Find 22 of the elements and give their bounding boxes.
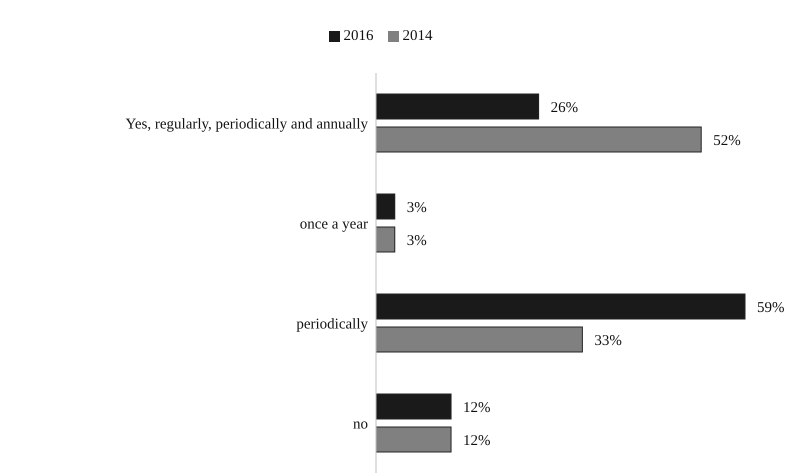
bar bbox=[376, 94, 540, 120]
legend-label: 2014 bbox=[402, 28, 432, 45]
data-label: 26% bbox=[550, 100, 578, 116]
data-label: 59% bbox=[757, 300, 784, 316]
bar bbox=[376, 226, 396, 252]
bar bbox=[376, 126, 702, 152]
data-label: 52% bbox=[713, 132, 741, 149]
bar bbox=[376, 394, 452, 420]
y-tick-label: once a year bbox=[300, 216, 368, 232]
data-label: 12% bbox=[463, 400, 491, 416]
bar bbox=[376, 294, 746, 320]
y-tick-label: periodically bbox=[296, 316, 368, 332]
legend-label: 2016 bbox=[344, 28, 374, 45]
bar bbox=[376, 326, 583, 352]
bar bbox=[376, 194, 396, 220]
data-label: 12% bbox=[463, 432, 491, 449]
y-tick-label: no bbox=[353, 416, 368, 432]
y-tick-label: Yes, regularly, periodically and annually bbox=[126, 116, 368, 132]
bar bbox=[376, 426, 452, 452]
data-label: 3% bbox=[406, 232, 427, 249]
data-label: 33% bbox=[594, 332, 622, 349]
data-label: 3% bbox=[406, 200, 427, 216]
